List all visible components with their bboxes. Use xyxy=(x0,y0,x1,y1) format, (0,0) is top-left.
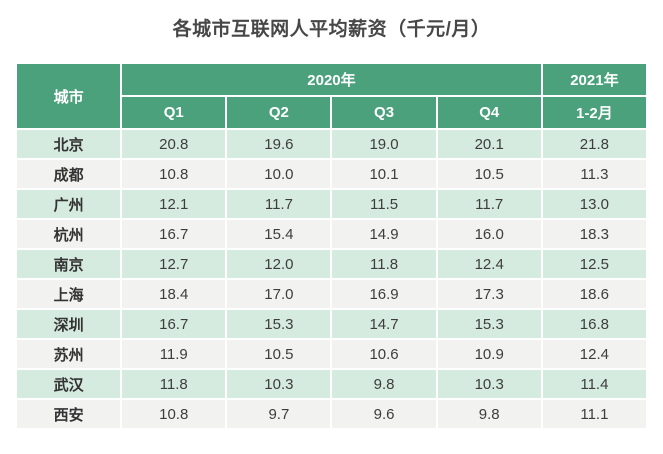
table-row: 武汉 11.8 10.3 9.8 10.3 11.4 xyxy=(14,368,649,400)
value-cell: 12.7 xyxy=(120,248,228,280)
table-body: 北京 20.8 19.6 19.0 20.1 21.8 成都 10.8 10.0… xyxy=(14,128,649,430)
table-row: 杭州 16.7 15.4 14.9 16.0 18.3 xyxy=(14,218,649,250)
city-cell: 南京 xyxy=(14,248,123,280)
value-cell: 10.3 xyxy=(435,368,543,400)
value-cell: 16.9 xyxy=(330,278,438,310)
q2-header: Q2 xyxy=(225,95,333,130)
q3-header: Q3 xyxy=(330,95,438,130)
city-cell: 武汉 xyxy=(14,368,123,400)
city-column-header: 城市 xyxy=(14,62,123,130)
value-cell: 11.4 xyxy=(540,368,649,400)
city-cell: 上海 xyxy=(14,278,123,310)
value-cell: 11.5 xyxy=(330,188,438,220)
value-cell: 11.3 xyxy=(540,158,649,190)
value-cell: 18.6 xyxy=(540,278,649,310)
value-cell: 18.3 xyxy=(540,218,649,250)
value-cell: 10.5 xyxy=(225,338,333,370)
value-cell: 15.4 xyxy=(225,218,333,250)
value-cell: 15.3 xyxy=(435,308,543,340)
table-row: 西安 10.8 9.7 9.6 9.8 11.1 xyxy=(14,398,649,430)
table-row: 广州 12.1 11.7 11.5 11.7 13.0 xyxy=(14,188,649,220)
city-cell: 广州 xyxy=(14,188,123,220)
value-cell: 10.3 xyxy=(225,368,333,400)
value-cell: 16.7 xyxy=(120,308,228,340)
value-cell: 10.1 xyxy=(330,158,438,190)
table-row: 成都 10.8 10.0 10.1 10.5 11.3 xyxy=(14,158,649,190)
value-cell: 12.0 xyxy=(225,248,333,280)
value-cell: 13.0 xyxy=(540,188,649,220)
value-cell: 10.8 xyxy=(120,398,228,430)
value-cell: 14.9 xyxy=(330,218,438,250)
value-cell: 17.3 xyxy=(435,278,543,310)
value-cell: 10.9 xyxy=(435,338,543,370)
value-cell: 12.5 xyxy=(540,248,649,280)
city-cell: 苏州 xyxy=(14,338,123,370)
value-cell: 18.4 xyxy=(120,278,228,310)
value-cell: 11.1 xyxy=(540,398,649,430)
value-cell: 9.8 xyxy=(330,368,438,400)
value-cell: 19.0 xyxy=(330,128,438,160)
value-cell: 21.8 xyxy=(540,128,649,160)
q4-header: Q4 xyxy=(435,95,543,130)
value-cell: 12.4 xyxy=(540,338,649,370)
city-cell: 杭州 xyxy=(14,218,123,250)
value-cell: 16.8 xyxy=(540,308,649,340)
value-cell: 16.0 xyxy=(435,218,543,250)
value-cell: 10.6 xyxy=(330,338,438,370)
table-row: 北京 20.8 19.6 19.0 20.1 21.8 xyxy=(14,128,649,160)
q1-header: Q1 xyxy=(120,95,228,130)
table-row: 深圳 16.7 15.3 14.7 15.3 16.8 xyxy=(14,308,649,340)
value-cell: 9.8 xyxy=(435,398,543,430)
page-title: 各城市互联网人平均薪资（千元/月） xyxy=(172,19,491,40)
jan-feb-header: 1-2月 xyxy=(540,95,649,130)
value-cell: 16.7 xyxy=(120,218,228,250)
value-cell: 10.5 xyxy=(435,158,543,190)
value-cell: 10.8 xyxy=(120,158,228,190)
city-cell: 深圳 xyxy=(14,308,123,340)
value-cell: 11.7 xyxy=(225,188,333,220)
value-cell: 11.8 xyxy=(120,368,228,400)
value-cell: 15.3 xyxy=(225,308,333,340)
quarter-header-row: Q1 Q2 Q3 Q4 1-2月 xyxy=(16,95,649,130)
value-cell: 9.6 xyxy=(330,398,438,430)
value-cell: 12.4 xyxy=(435,248,543,280)
year-2020-header: 2020年 xyxy=(120,62,543,97)
table-row: 南京 12.7 12.0 11.8 12.4 12.5 xyxy=(14,248,649,280)
value-cell: 11.8 xyxy=(330,248,438,280)
value-cell: 19.6 xyxy=(225,128,333,160)
year-2021-header: 2021年 xyxy=(540,62,649,97)
city-cell: 北京 xyxy=(14,128,123,160)
value-cell: 20.8 xyxy=(120,128,228,160)
value-cell: 12.1 xyxy=(120,188,228,220)
value-cell: 9.7 xyxy=(225,398,333,430)
value-cell: 10.0 xyxy=(225,158,333,190)
value-cell: 11.9 xyxy=(120,338,228,370)
city-cell: 西安 xyxy=(14,398,123,430)
year-header-row: 城市 2020年 2021年 xyxy=(14,62,649,130)
value-cell: 17.0 xyxy=(225,278,333,310)
table-row: 上海 18.4 17.0 16.9 17.3 18.6 xyxy=(14,278,649,310)
value-cell: 20.1 xyxy=(435,128,543,160)
city-cell: 成都 xyxy=(14,158,123,190)
value-cell: 11.7 xyxy=(435,188,543,220)
table-header: 城市 2020年 2021年 Q1 Q2 Q3 Q4 1-2月 xyxy=(14,62,649,130)
value-cell: 14.7 xyxy=(330,308,438,340)
salary-table: 城市 2020年 2021年 Q1 Q2 Q3 Q4 1-2月 北京 20.8 … xyxy=(14,62,649,430)
table-row: 苏州 11.9 10.5 10.6 10.9 12.4 xyxy=(14,338,649,370)
